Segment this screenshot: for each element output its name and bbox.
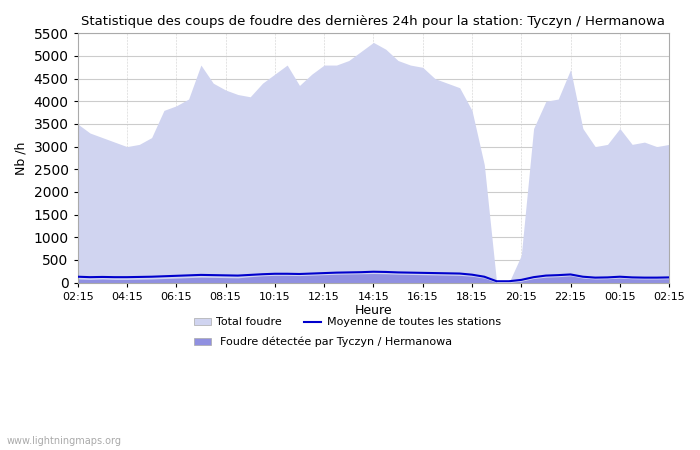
X-axis label: Heure: Heure (355, 304, 392, 317)
Text: www.lightningmaps.org: www.lightningmaps.org (7, 436, 122, 446)
Legend: Foudre détectée par Tyczyn / Hermanowa: Foudre détectée par Tyczyn / Hermanowa (190, 333, 456, 352)
Title: Statistique des coups de foudre des dernières 24h pour la station: Tyczyn / Herm: Statistique des coups de foudre des dern… (81, 15, 666, 28)
Y-axis label: Nb /h: Nb /h (15, 141, 28, 175)
